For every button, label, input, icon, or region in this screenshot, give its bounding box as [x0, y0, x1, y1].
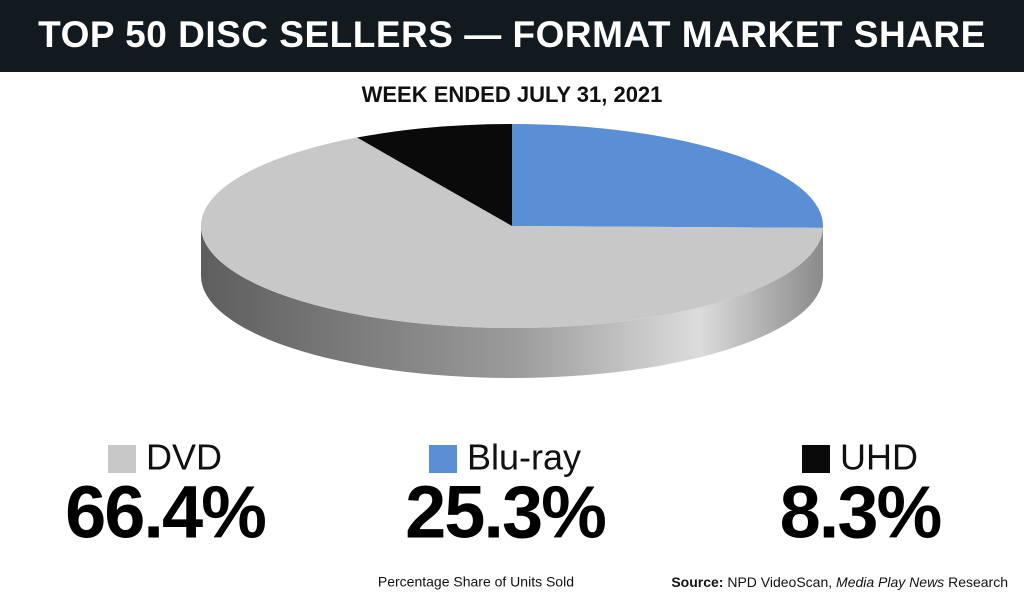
source-tail: Research: [948, 574, 1008, 590]
value-label: 25.3%: [405, 471, 605, 554]
legend-name: DVD: [146, 437, 222, 478]
source-italic: Media Play News: [836, 574, 944, 590]
legend-swatch: [107, 445, 136, 473]
title-bar: [0, 0, 1024, 72]
chart-title: TOP 50 DISC SELLERS — FORMAT MARKET SHAR…: [38, 14, 986, 55]
value-label: 8.3%: [780, 471, 941, 554]
source-label: Source:: [671, 574, 723, 590]
source-text: NPD VideoScan,: [727, 574, 832, 590]
pie-side: [201, 226, 823, 378]
legend-swatch: [428, 445, 457, 473]
legend-name: Blu-ray: [467, 437, 581, 478]
chart-subtitle: WEEK ENDED JULY 31, 2021: [362, 82, 663, 107]
legend-name: UHD: [840, 437, 918, 478]
pie: [200, 124, 823, 378]
note: Percentage Share of Units Sold: [378, 574, 574, 590]
value-label: 66.4%: [65, 471, 265, 554]
pie-slice: [512, 124, 823, 228]
pie-slice: [200, 137, 823, 328]
legend-swatch: [802, 445, 830, 473]
source: Source: NPD VideoScan, Media Play News R…: [671, 574, 1008, 590]
pie-slice: [357, 124, 512, 226]
